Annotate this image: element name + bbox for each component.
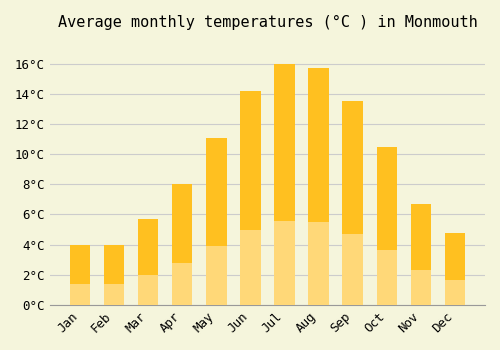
Bar [240,230,260,305]
Bar [445,233,465,305]
Bar [274,64,294,305]
Bar [308,68,329,305]
Bar [410,204,431,305]
Bar [410,270,431,305]
Bar [342,234,363,305]
Bar [240,91,260,305]
Bar [70,284,90,305]
Bar [206,138,227,305]
Bar [172,184,193,305]
Bar [138,275,158,305]
Bar [138,219,158,305]
Title: Average monthly temperatures (°C ) in Monmouth: Average monthly temperatures (°C ) in Mo… [58,15,478,30]
Bar [342,101,363,305]
Bar [206,246,227,305]
Bar [274,220,294,305]
Bar [308,222,329,305]
Bar [445,280,465,305]
Bar [172,263,193,305]
Bar [104,284,124,305]
Bar [376,250,397,305]
Bar [376,147,397,305]
Bar [70,245,90,305]
Bar [104,245,124,305]
